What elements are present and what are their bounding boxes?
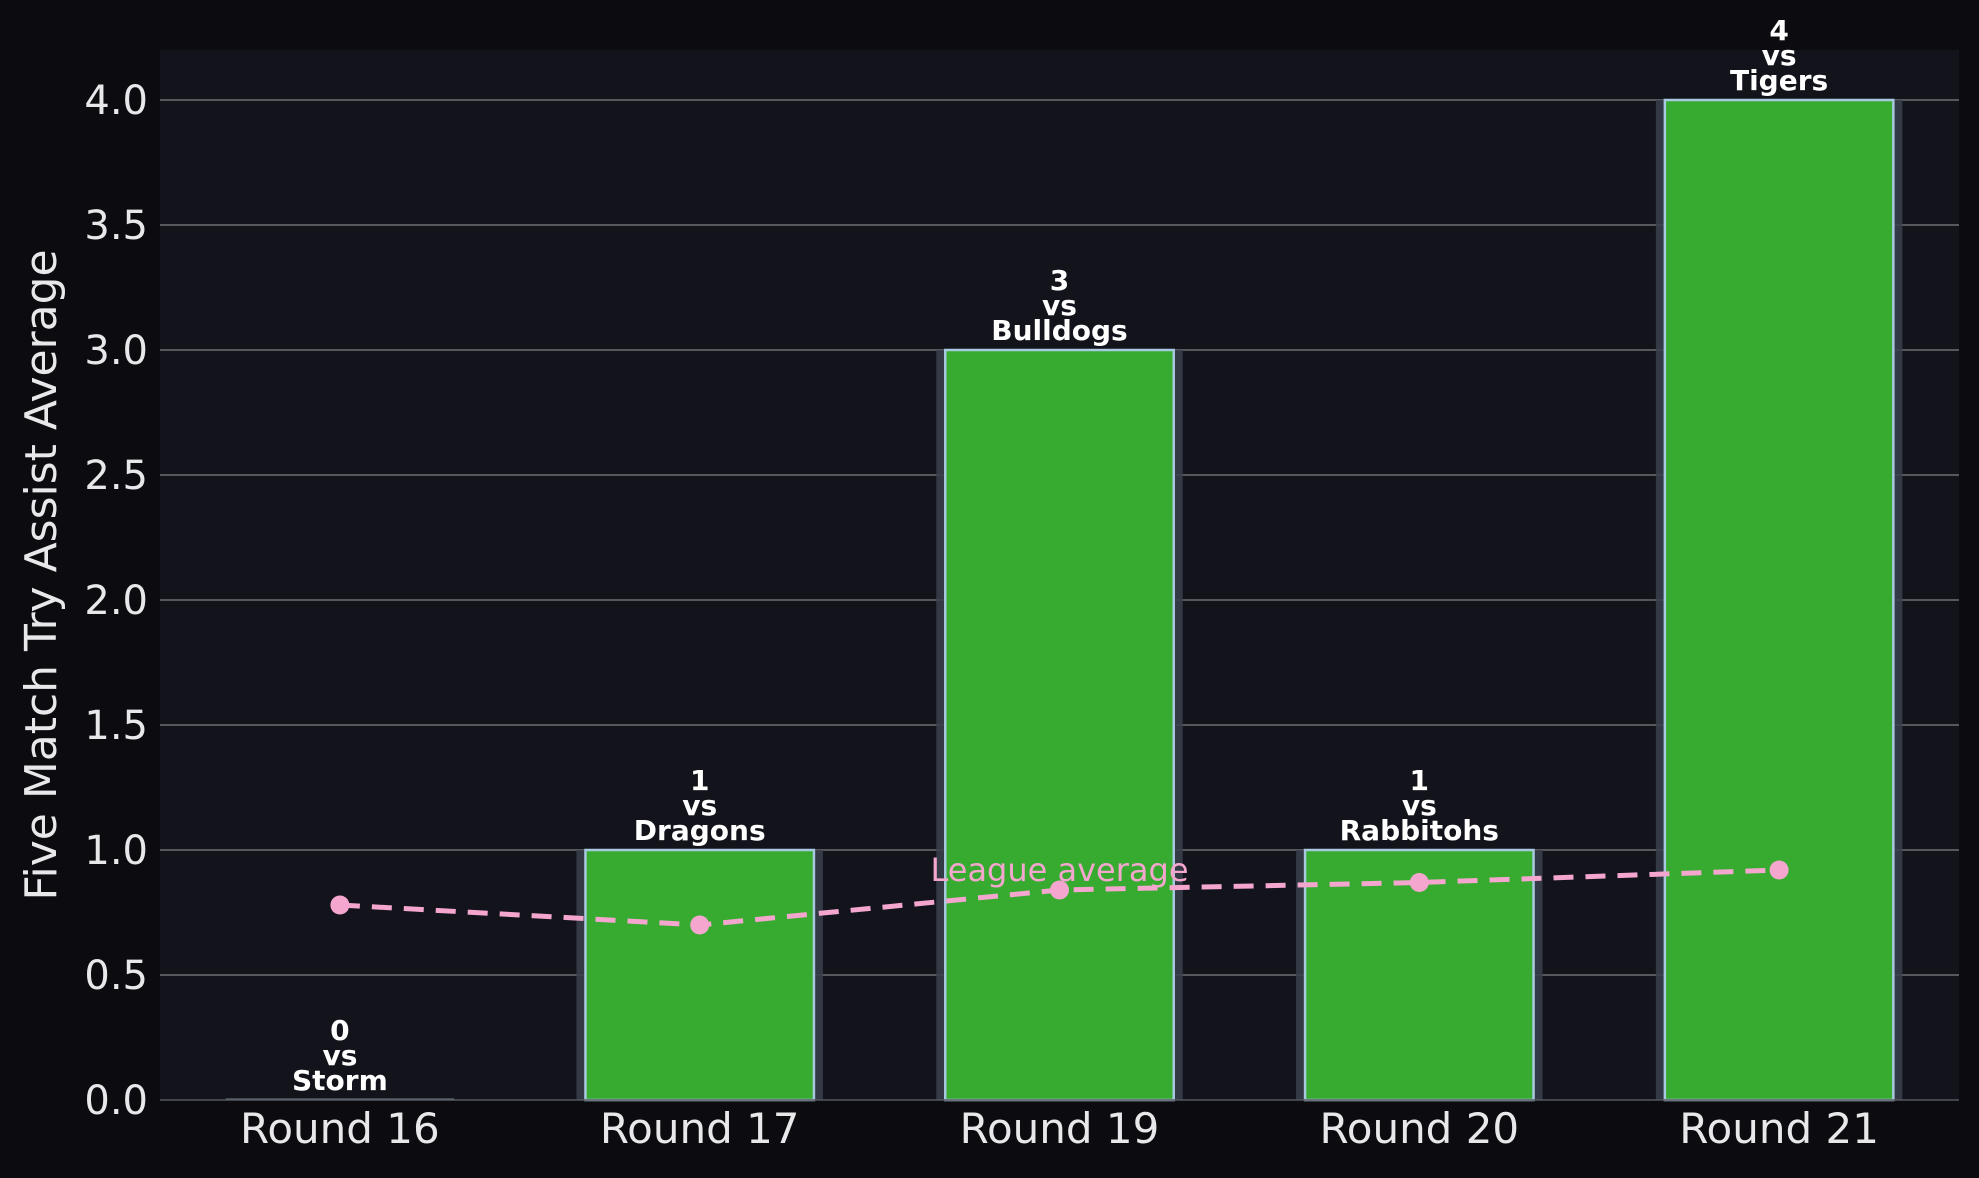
- x-tick-label: Round 20: [1319, 1104, 1519, 1153]
- x-tick-label: Round 16: [240, 1104, 440, 1153]
- league-average-point: [330, 895, 350, 915]
- y-tick-label: 4.0: [84, 78, 148, 124]
- x-tick-label: Round 21: [1679, 1104, 1879, 1153]
- bar-annotation-value: 1: [690, 764, 709, 797]
- bar-annotation-opponent: Tigers: [1730, 64, 1828, 97]
- bar-annotation-opponent: Rabbitohs: [1340, 814, 1499, 847]
- league-average-point: [1050, 880, 1069, 900]
- league-average-series: [330, 860, 1789, 935]
- bar-annotation-opponent: Storm: [292, 1064, 388, 1097]
- bar-annotation-vs: vs: [1762, 39, 1797, 72]
- y-tick-label: 2.0: [84, 578, 148, 624]
- league-average-label: League average: [930, 851, 1188, 889]
- bar-annotation-vs: vs: [1042, 289, 1077, 322]
- y-tick-label: 2.5: [84, 453, 148, 499]
- y-tick-label: 3.0: [84, 328, 148, 374]
- bar: [1663, 98, 1895, 1102]
- bar-annotation-vs: vs: [322, 1039, 357, 1072]
- bar-annotation-opponent: Bulldogs: [991, 314, 1127, 347]
- league-average-point: [1409, 873, 1429, 892]
- y-axis-label: Five Match Try Assist Average: [16, 249, 67, 900]
- y-tick-label: 0.5: [84, 953, 148, 999]
- y-axis-ticks: 0.0 0.5 1.0 1.5 2.0 2.5 3.0 3.5 4.0: [84, 78, 148, 1124]
- y-tick-label: 0.0: [84, 1078, 148, 1124]
- league-average-point: [1769, 860, 1789, 880]
- league-average-point: [690, 915, 710, 935]
- bar-annotation-value: 4: [1769, 14, 1788, 47]
- bar-annotation-opponent: Dragons: [634, 814, 766, 847]
- x-axis-ticks: Round 16 Round 17 Round 19 Round 20 Round 21: [240, 1104, 1879, 1153]
- bar: [584, 848, 816, 1102]
- bars: [225, 98, 1903, 1102]
- bar-annotation-vs: vs: [682, 789, 717, 822]
- bar-annotation-value: 1: [1410, 764, 1429, 797]
- x-tick-label: Round 17: [600, 1104, 800, 1153]
- y-tick-label: 1.0: [84, 828, 148, 874]
- y-tick-label: 3.5: [84, 203, 148, 249]
- bar-annotations: 0vsStorm1vsDragons3vsBulldogs1vsRabbitoh…: [292, 14, 1828, 1097]
- bar-annotation-value: 3: [1050, 264, 1069, 297]
- x-tick-label: Round 19: [960, 1104, 1160, 1153]
- bar-annotation-vs: vs: [1402, 789, 1437, 822]
- bar: [944, 348, 1175, 1102]
- bar-annotation-value: 0: [330, 1014, 349, 1047]
- y-tick-label: 1.5: [84, 703, 148, 749]
